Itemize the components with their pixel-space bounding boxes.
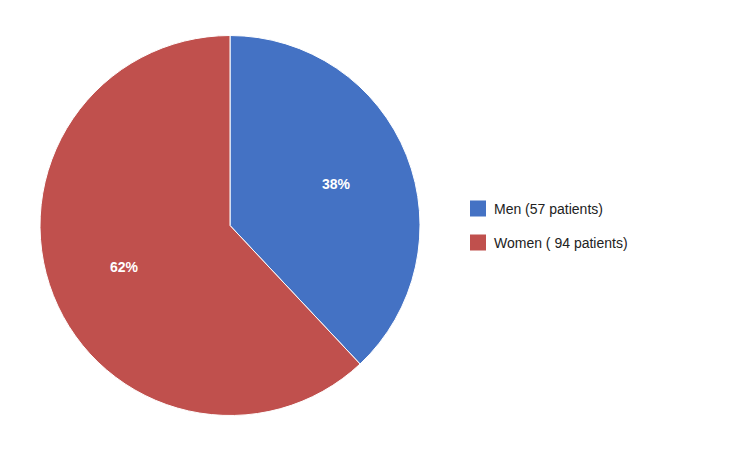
legend-label: Men (57 patients): [494, 201, 603, 217]
data-labels: 38% 62%: [110, 176, 351, 276]
pie-slice: [40, 36, 360, 416]
data-label: 38%: [322, 176, 351, 192]
pie: [40, 36, 420, 416]
data-label: 62%: [110, 259, 139, 275]
legend-swatch: [470, 235, 486, 251]
chart: 38% 62% Men (57 patients) Women ( 94 patien…: [0, 0, 752, 451]
legend-item: Men (57 patients): [470, 201, 603, 217]
legend: Men (57 patients) Women ( 94 patients): [470, 201, 628, 251]
legend-swatch: [470, 201, 486, 217]
legend-label: Women ( 94 patients): [494, 235, 628, 251]
legend-item: Women ( 94 patients): [470, 235, 628, 251]
